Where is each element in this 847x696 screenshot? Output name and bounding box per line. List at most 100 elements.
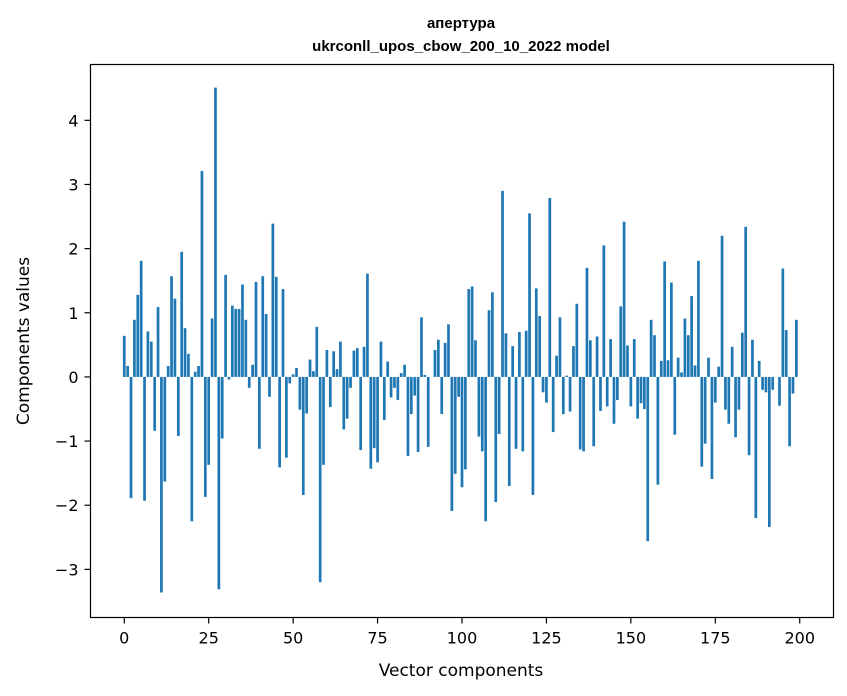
bar-161 <box>666 360 670 377</box>
y-tick-label: 1 <box>68 304 78 323</box>
bar-141 <box>599 376 602 411</box>
bar-155 <box>646 376 650 542</box>
bar-39 <box>254 281 258 377</box>
bar-153 <box>639 376 643 404</box>
bar-142 <box>602 245 606 377</box>
bar-86 <box>413 376 417 396</box>
bar-35 <box>241 284 244 377</box>
bar-187 <box>754 376 758 519</box>
bar-135 <box>578 376 582 450</box>
bar-196 <box>784 330 788 377</box>
bar-60 <box>325 349 329 377</box>
bar-148 <box>622 221 626 377</box>
y-tick-label: −3 <box>55 560 79 579</box>
bar-190 <box>764 376 768 393</box>
chart-subtitle: ukrconll_upos_cbow_200_10_2022 model <box>312 38 610 55</box>
bar-178 <box>724 376 727 410</box>
bar-132 <box>568 376 572 412</box>
bar-95 <box>443 342 447 377</box>
y-tick-label: 2 <box>68 240 78 259</box>
bar-118 <box>521 376 525 452</box>
x-tick-label: 150 <box>616 629 647 648</box>
bar-145 <box>612 376 616 424</box>
bar-119 <box>524 330 528 377</box>
bar-163 <box>673 376 677 435</box>
bar-114 <box>507 376 511 486</box>
bar-186 <box>751 339 754 377</box>
x-tick-label: 200 <box>784 629 815 648</box>
bar-57 <box>315 326 319 377</box>
bar-105 <box>477 376 481 437</box>
bar-191 <box>767 376 771 528</box>
bar-180 <box>730 346 734 377</box>
bar-9 <box>153 376 157 431</box>
y-tick-label: 4 <box>68 111 78 130</box>
bar-48 <box>285 376 288 458</box>
bar-93 <box>437 339 440 377</box>
bar-140 <box>595 336 599 377</box>
x-tick-label: 125 <box>531 629 562 648</box>
bar-192 <box>771 376 775 390</box>
bar-127 <box>551 376 555 433</box>
bar-47 <box>281 289 285 377</box>
x-tick-label: 75 <box>367 629 387 648</box>
bar-59 <box>322 376 325 465</box>
bar-6 <box>143 376 146 501</box>
y-tick-label: −2 <box>55 496 79 515</box>
bar-24 <box>203 376 207 497</box>
bar-69 <box>355 348 359 377</box>
x-tick-label: 50 <box>283 629 303 648</box>
bar-26 <box>210 318 214 377</box>
bar-171 <box>700 376 704 467</box>
bar-61 <box>328 376 332 408</box>
bar-188 <box>757 360 761 377</box>
bar-162 <box>670 282 673 377</box>
bar-146 <box>616 376 619 401</box>
bar-62 <box>332 351 336 377</box>
bar-147 <box>619 306 623 377</box>
bar-168 <box>690 296 693 377</box>
bar-77 <box>382 376 386 420</box>
bar-8 <box>149 341 153 377</box>
bar-56 <box>312 371 315 377</box>
bar-138 <box>588 340 592 377</box>
bar-53 <box>301 376 305 495</box>
bar-2 <box>129 376 133 499</box>
bar-65 <box>342 376 346 430</box>
bar-128 <box>555 355 558 377</box>
bar-125 <box>545 376 548 403</box>
bar-66 <box>345 376 349 419</box>
bar-122 <box>534 288 538 377</box>
bar-25 <box>207 376 211 465</box>
bar-4 <box>136 294 140 377</box>
bar-79 <box>389 376 393 398</box>
bar-151 <box>632 339 636 377</box>
bar-137 <box>585 267 589 377</box>
bar-99 <box>457 376 460 397</box>
bar-154 <box>643 376 646 410</box>
bar-40 <box>258 376 261 449</box>
x-tick-label: 100 <box>447 629 478 648</box>
bar-197 <box>788 376 791 447</box>
plot-frame <box>89 63 835 619</box>
bar-18 <box>183 328 187 377</box>
bar-133 <box>572 346 575 377</box>
bar-176 <box>717 366 721 377</box>
bar-50 <box>291 374 295 377</box>
bar-46 <box>278 376 281 468</box>
bar-89 <box>423 375 427 377</box>
bar-123 <box>538 315 542 377</box>
bar-92 <box>433 349 437 377</box>
bar-78 <box>386 361 390 377</box>
bar-115 <box>511 346 515 377</box>
bar-117 <box>518 332 521 377</box>
bar-97 <box>450 376 454 512</box>
x-axis-label: Vector components <box>379 661 544 681</box>
bar-166 <box>683 318 687 377</box>
bar-37 <box>247 376 251 388</box>
chart-title: апертура <box>427 15 496 32</box>
bar-136 <box>582 376 585 452</box>
bar-156 <box>649 319 653 377</box>
bar-41 <box>261 276 265 377</box>
bar-16 <box>176 376 180 436</box>
